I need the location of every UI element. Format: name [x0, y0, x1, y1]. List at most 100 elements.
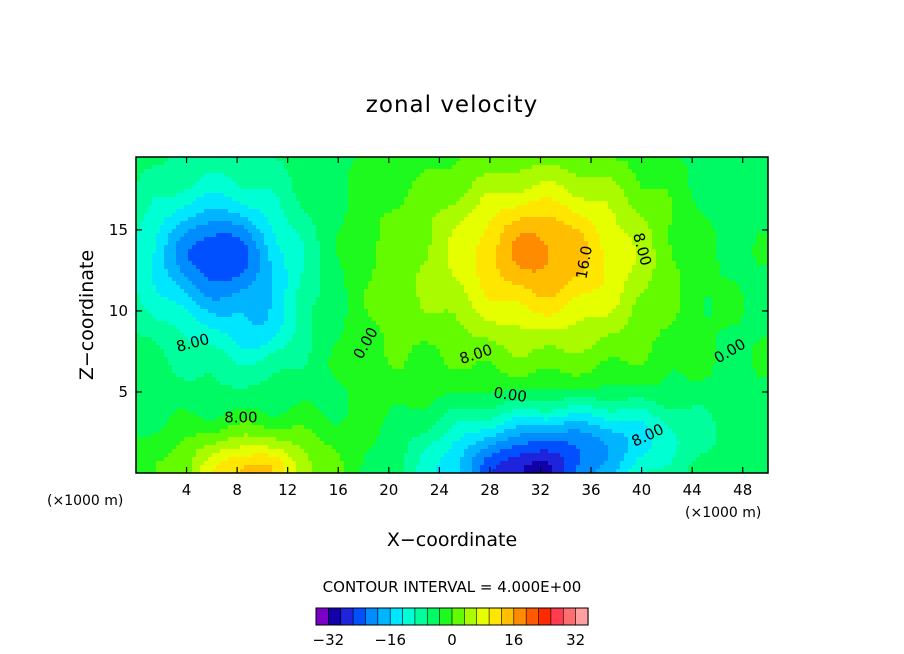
field-cell [252, 169, 257, 174]
field-cell [336, 173, 341, 178]
field-cell [448, 165, 453, 170]
field-cell [360, 205, 365, 210]
field-cell [316, 237, 321, 242]
field-cell [476, 189, 481, 194]
field-cell [436, 261, 441, 266]
field-cell [748, 269, 753, 274]
field-cell [172, 261, 177, 266]
field-cell [728, 197, 733, 202]
field-cell [252, 277, 257, 282]
field-cell [376, 161, 381, 166]
field-cell [612, 213, 617, 218]
field-cell [180, 209, 185, 214]
field-cell [204, 225, 209, 230]
field-cell [488, 217, 493, 222]
field-cell [472, 205, 477, 210]
field-cell [244, 241, 249, 246]
field-cell [308, 157, 313, 162]
field-cell [572, 241, 577, 246]
field-cell [720, 269, 725, 274]
field-cell [240, 281, 245, 286]
field-cell [244, 177, 249, 182]
field-cell [536, 253, 541, 258]
field-cell [280, 257, 285, 262]
field-cell [496, 213, 501, 218]
field-cell [204, 173, 209, 178]
field-cell [200, 273, 205, 278]
field-cell [468, 197, 473, 202]
field-cell [500, 173, 505, 178]
field-cell [588, 181, 593, 186]
field-cell [732, 257, 737, 262]
field-cell [172, 249, 177, 254]
field-cell [648, 237, 653, 242]
field-cell [184, 209, 189, 214]
field-cell [460, 209, 465, 214]
field-cell [160, 197, 165, 202]
field-cell [604, 245, 609, 250]
field-cell [136, 205, 141, 210]
field-cell [164, 181, 169, 186]
field-cell [208, 257, 213, 262]
field-cell [736, 245, 741, 250]
field-cell [676, 185, 681, 190]
field-cell [704, 261, 709, 266]
field-cell [172, 213, 177, 218]
field-cell [476, 213, 481, 218]
field-cell [284, 281, 289, 286]
field-cell [500, 193, 505, 198]
field-cell [148, 221, 153, 226]
field-cell [440, 165, 445, 170]
field-cell [228, 205, 233, 210]
field-cell [288, 257, 293, 262]
field-cell [564, 233, 569, 238]
field-cell [436, 185, 441, 190]
field-cell [752, 245, 757, 250]
field-cell [448, 269, 453, 274]
field-cell [528, 197, 533, 202]
field-cell [324, 257, 329, 262]
field-cell [416, 157, 421, 162]
field-cell [292, 161, 297, 166]
field-cell [180, 245, 185, 250]
field-cell [484, 233, 489, 238]
field-cell [480, 225, 485, 230]
field-cell [492, 245, 497, 250]
field-cell [424, 273, 429, 278]
field-cell [504, 165, 509, 170]
field-cell [176, 233, 181, 238]
field-cell [192, 241, 197, 246]
field-cell [168, 217, 173, 222]
field-cell [156, 277, 161, 282]
field-cell [312, 217, 317, 222]
field-cell [540, 193, 545, 198]
field-cell [644, 201, 649, 206]
field-cell [704, 241, 709, 246]
field-cell [384, 173, 389, 178]
field-cell [152, 205, 157, 210]
field-cell [136, 269, 141, 274]
field-cell [560, 249, 565, 254]
field-cell [588, 205, 593, 210]
field-cell [268, 185, 273, 190]
field-cell [204, 253, 209, 258]
field-cell [524, 249, 529, 254]
field-cell [188, 229, 193, 234]
field-cell [508, 161, 513, 166]
field-cell [216, 209, 221, 214]
field-cell [748, 169, 753, 174]
field-cell [760, 229, 765, 234]
field-cell [384, 237, 389, 242]
field-cell [728, 193, 733, 198]
field-cell [372, 201, 377, 206]
field-cell [720, 181, 725, 186]
field-cell [648, 233, 653, 238]
field-cell [152, 209, 157, 214]
field-cell [628, 253, 633, 258]
field-cell [348, 277, 353, 282]
field-cell [632, 193, 637, 198]
field-cell [392, 201, 397, 206]
field-cell [524, 157, 529, 162]
field-cell [220, 181, 225, 186]
field-cell [156, 189, 161, 194]
